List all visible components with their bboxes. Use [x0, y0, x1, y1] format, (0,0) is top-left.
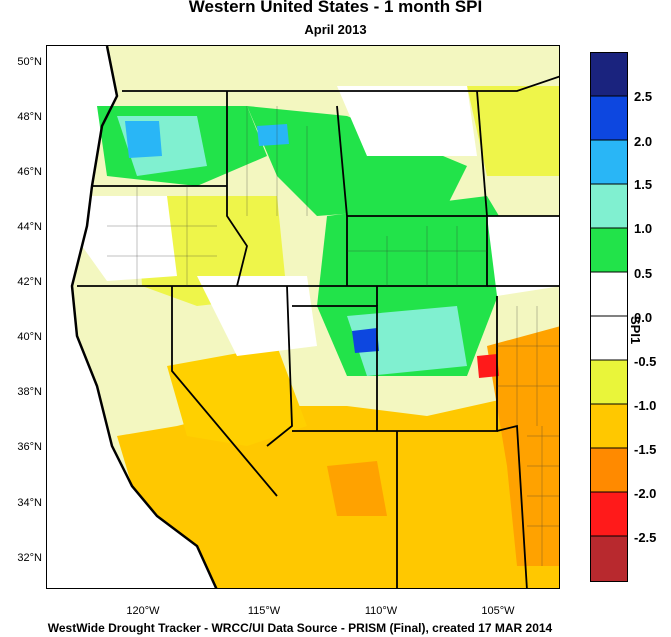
region-dry-nevada: [167, 346, 307, 446]
map-title: Western United States - 1 month SPI: [188, 0, 483, 16]
colorbar-label-2-5: 2.5: [634, 89, 653, 104]
lat-label-46: 46°N: [17, 166, 42, 178]
colorbar-swatch-0: [590, 52, 628, 96]
colorbar-label-neg-1-0: -1.0: [634, 398, 657, 413]
colorbar-swatch-11: [590, 536, 628, 582]
lat-label-40: 40°N: [17, 331, 42, 343]
map-frame: [46, 45, 560, 589]
lat-label-32: 32°N: [17, 552, 42, 564]
lat-label-42: 42°N: [17, 276, 42, 288]
colorbar-label-neg-2-5: -2.5: [634, 530, 657, 545]
colorbar-swatch-9: [590, 448, 628, 492]
region-normal-mt: [337, 86, 477, 156]
lat-label-50: 50°N: [17, 56, 42, 68]
border-canada: [122, 75, 559, 92]
lon-label-115: 115°W: [247, 605, 281, 617]
county-grid: [107, 106, 559, 566]
lon-label-110: 110°W: [364, 605, 398, 617]
colorbar-swatch-2: [590, 140, 628, 184]
lat-label-48: 48°N: [17, 111, 42, 123]
region-extreme-wet-co: [352, 328, 379, 353]
region-normal-ne: [487, 216, 559, 296]
region-dry-ne-az: [327, 461, 387, 516]
region-normal-or: [82, 196, 177, 281]
region-very-dry-east: [487, 326, 559, 566]
colorbar-swatch-10: [590, 492, 628, 536]
region-dry-spot: [477, 354, 499, 378]
colorbar-label-1-5: 1.5: [634, 177, 653, 192]
region-moderate-dry-ne: [467, 86, 559, 176]
lon-label-105: 105°W: [481, 605, 515, 617]
region-wet-wyoming: [247, 106, 467, 216]
coastline: [70, 46, 218, 588]
lon-label-120: 120°W: [126, 605, 160, 617]
colorbar-label-0-5: 0.5: [634, 266, 653, 281]
colorbar: [590, 52, 628, 582]
region-extreme-wet-id: [257, 124, 289, 146]
footer-credit: WestWide Drought Tracker - WRCC/UI Data …: [47, 621, 553, 635]
colorbar-label-neg-0-5: -0.5: [634, 354, 657, 369]
colorbar-swatch-8: [590, 404, 628, 448]
spi-map: [70, 46, 559, 588]
colorbar-swatch-7: [590, 360, 628, 404]
lat-label-38: 38°N: [17, 386, 42, 398]
colorbar-swatch-1: [590, 96, 628, 140]
colorbar-label-neg-1-5: -1.5: [634, 442, 657, 457]
lat-label-44: 44°N: [17, 221, 42, 233]
colorbar-swatch-3: [590, 184, 628, 228]
colorbar-swatch-6: [590, 316, 628, 360]
region-extreme-wet-wa: [125, 121, 162, 158]
colorbar-label-2-0: 2.0: [634, 134, 653, 149]
colorbar-swatch-4: [590, 228, 628, 272]
map-subtitle: April 2013: [304, 22, 367, 37]
lat-label-34: 34°N: [17, 497, 42, 509]
colorbar-swatch-5: [590, 272, 628, 316]
lat-label-36: 36°N: [17, 441, 42, 453]
colorbar-title: SPI1: [628, 316, 643, 345]
colorbar-label-neg-2-0: -2.0: [634, 486, 657, 501]
colorbar-label-0-0: 0.0: [634, 310, 653, 325]
colorbar-label-1-0: 1.0: [634, 221, 653, 236]
